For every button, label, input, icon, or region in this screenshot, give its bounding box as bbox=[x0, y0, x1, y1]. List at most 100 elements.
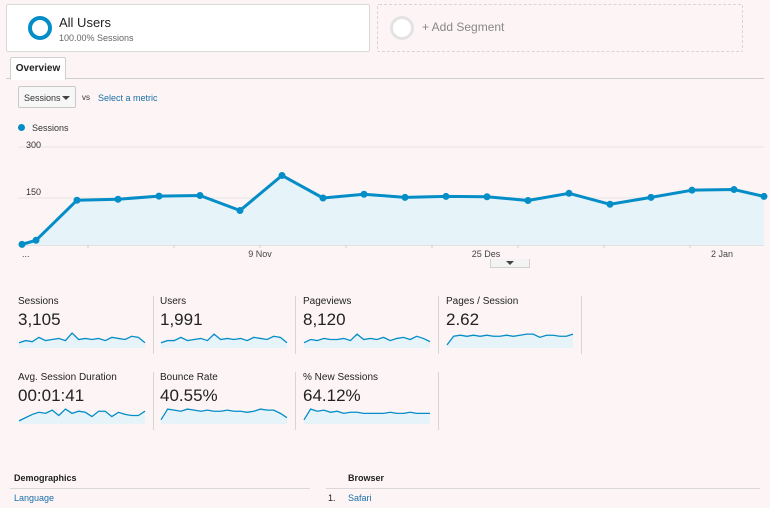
data-point bbox=[319, 194, 327, 202]
data-point bbox=[401, 193, 409, 201]
data-point bbox=[18, 240, 26, 248]
kpi-value: 1,991 bbox=[160, 310, 203, 329]
data-point bbox=[730, 186, 738, 194]
add-segment-button[interactable]: + Add Segment bbox=[377, 4, 743, 52]
sparkline-area bbox=[19, 409, 145, 424]
kpi-label: % New Sessions bbox=[303, 372, 379, 383]
kpi-users[interactable]: Users 1,991 bbox=[160, 296, 296, 354]
sparkline-line bbox=[160, 333, 288, 344]
kpi-label: Sessions bbox=[18, 296, 59, 307]
kpi-divider bbox=[438, 372, 439, 430]
sparkline bbox=[18, 332, 146, 348]
tab-overview[interactable]: Overview bbox=[10, 57, 66, 80]
metric-dropdown-value: Sessions bbox=[24, 93, 61, 103]
x-tick-label: 2 Jan bbox=[711, 249, 733, 259]
sparkline-line bbox=[303, 333, 431, 344]
segment-card-all-users[interactable]: All Users 100.00% Sessions bbox=[6, 4, 370, 52]
kpi-value: 00:01:41 bbox=[18, 386, 85, 405]
segment-subtitle: 100.00% Sessions bbox=[59, 33, 134, 43]
x-tick-label: ... bbox=[22, 249, 30, 259]
demographics-header: Demographics bbox=[10, 467, 310, 489]
vs-label: vs bbox=[82, 93, 90, 102]
kpi-pages-per-session[interactable]: Pages / Session 2.62 bbox=[446, 296, 582, 354]
data-point bbox=[73, 196, 81, 204]
select-metric-link[interactable]: Select a metric bbox=[98, 93, 158, 103]
kpi-avg-session-duration[interactable]: Avg. Session Duration 00:01:41 bbox=[18, 372, 154, 430]
series-area bbox=[22, 175, 764, 245]
sparkline-area bbox=[161, 334, 287, 348]
segment-title: All Users bbox=[59, 15, 112, 30]
sparkline bbox=[303, 333, 431, 348]
kpi-label: Users bbox=[160, 296, 187, 307]
data-point bbox=[155, 192, 163, 200]
series-line bbox=[21, 173, 765, 246]
x-tick-label: 9 Nov bbox=[248, 249, 272, 259]
kpi-divider bbox=[295, 372, 296, 430]
data-point bbox=[565, 189, 573, 197]
demographics-language-link[interactable]: Language bbox=[14, 493, 55, 503]
sparkline-area bbox=[161, 409, 287, 424]
kpi-divider bbox=[438, 296, 439, 354]
chevron-down-icon bbox=[506, 261, 514, 265]
data-point bbox=[442, 192, 450, 200]
sparkline bbox=[303, 408, 430, 424]
sparkline-line bbox=[160, 408, 288, 421]
kpi-sessions[interactable]: Sessions 3,105 bbox=[18, 296, 154, 354]
x-tick-label: 25 Des bbox=[472, 249, 501, 259]
data-point bbox=[483, 193, 491, 201]
data-point bbox=[760, 192, 768, 200]
data-point bbox=[647, 193, 655, 201]
kpi-bounce-rate[interactable]: Bounce Rate 40.55% bbox=[160, 372, 296, 430]
sparkline-area bbox=[19, 333, 145, 348]
sparkline-area bbox=[304, 334, 430, 348]
chart-collapse-toggle[interactable] bbox=[490, 259, 530, 268]
kpi-divider bbox=[295, 296, 296, 354]
kpi-value: 40.55% bbox=[160, 386, 218, 405]
kpi-value: 8,120 bbox=[303, 310, 346, 329]
kpi-label: Pageviews bbox=[303, 296, 352, 307]
browser-header: Browser bbox=[326, 467, 760, 489]
data-point bbox=[196, 191, 204, 199]
legend-dot-icon bbox=[18, 124, 25, 131]
kpi-value: 64.12% bbox=[303, 386, 361, 405]
metric-dropdown[interactable]: Sessions bbox=[18, 86, 76, 108]
data-point bbox=[236, 207, 244, 215]
data-point bbox=[32, 236, 40, 244]
sparkline-area bbox=[447, 334, 573, 348]
browser-safari-link[interactable]: Safari bbox=[348, 493, 372, 503]
empty-segment-ring-icon bbox=[390, 16, 414, 40]
segment-ring-icon bbox=[28, 16, 52, 40]
y-tick-label: 150 bbox=[26, 187, 41, 197]
kpi-value: 3,105 bbox=[18, 310, 61, 329]
data-point bbox=[524, 197, 532, 205]
kpi-value: 2.62 bbox=[446, 310, 480, 329]
data-point bbox=[606, 200, 614, 208]
sparkline bbox=[160, 408, 288, 424]
browser-rank: 1. bbox=[328, 493, 336, 503]
y-tick-label: 300 bbox=[26, 140, 41, 150]
kpi-divider bbox=[581, 296, 582, 354]
data-point bbox=[114, 195, 122, 203]
kpi-pageviews[interactable]: Pageviews 8,120 bbox=[303, 296, 439, 354]
kpi-new-sessions[interactable]: % New Sessions 64.12% bbox=[303, 372, 439, 430]
sparkline-line bbox=[446, 333, 574, 346]
tab-divider bbox=[6, 78, 764, 79]
sparkline bbox=[18, 408, 146, 424]
sparkline-line bbox=[303, 408, 430, 421]
sparkline bbox=[160, 333, 288, 348]
data-point bbox=[278, 171, 286, 179]
sessions-line-chart[interactable]: 300 150... 9 Nov 25 Des 2 Jan bbox=[0, 140, 770, 270]
sparkline-line bbox=[18, 332, 146, 344]
dropdown-arrow-icon bbox=[62, 96, 70, 100]
sparkline-area bbox=[304, 409, 430, 424]
add-segment-label: + Add Segment bbox=[422, 20, 505, 34]
sparkline bbox=[446, 333, 574, 348]
data-point bbox=[688, 186, 696, 194]
kpi-label: Avg. Session Duration bbox=[18, 372, 117, 383]
kpi-divider bbox=[153, 372, 154, 430]
sparkline-line bbox=[18, 408, 146, 422]
data-point bbox=[360, 190, 368, 198]
legend-label: Sessions bbox=[32, 123, 69, 133]
kpi-divider bbox=[153, 296, 154, 354]
kpi-label: Pages / Session bbox=[446, 296, 519, 307]
